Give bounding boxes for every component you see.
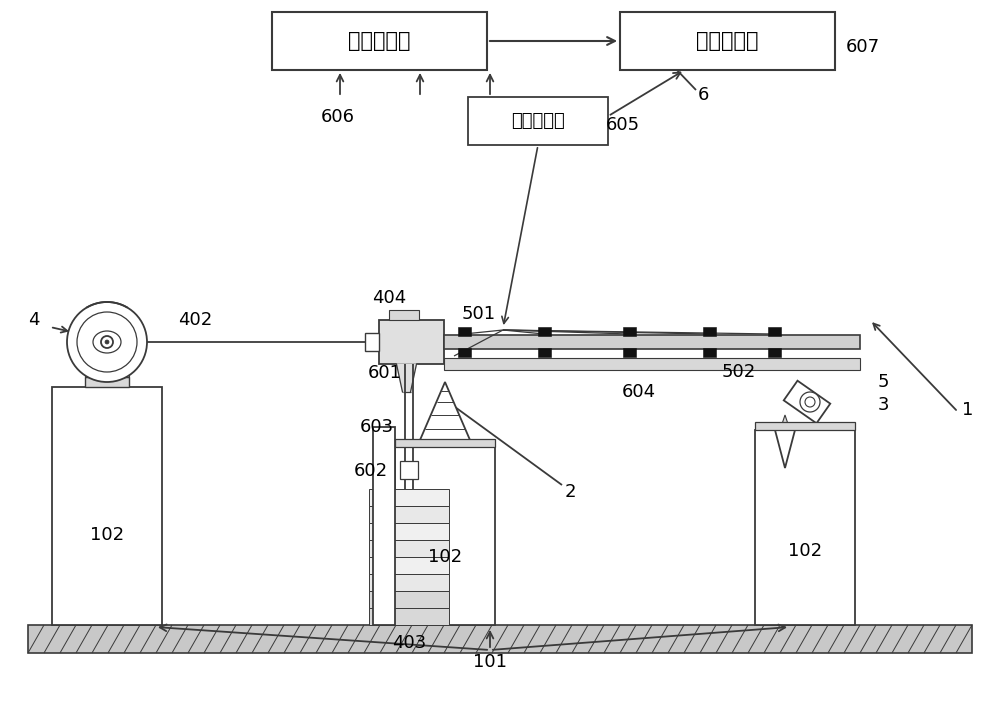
Text: 2: 2	[564, 483, 576, 501]
Bar	[768, 348, 781, 357]
Text: 102: 102	[428, 548, 462, 567]
Bar	[369, 489, 449, 506]
Bar	[755, 422, 855, 430]
Bar	[395, 439, 495, 447]
Bar	[538, 348, 551, 357]
Bar	[703, 327, 716, 336]
Bar	[755, 430, 855, 625]
Bar	[620, 12, 835, 70]
Text: 4: 4	[28, 311, 40, 329]
Bar	[379, 320, 444, 364]
Text: 602: 602	[354, 462, 388, 480]
Text: 数据采集仪: 数据采集仪	[348, 31, 411, 51]
Circle shape	[800, 392, 820, 412]
Text: 102: 102	[90, 525, 124, 544]
Text: 动态应变仪: 动态应变仪	[511, 112, 565, 130]
Text: 501: 501	[462, 305, 496, 323]
Text: 5: 5	[877, 373, 889, 391]
Text: 601: 601	[368, 364, 402, 382]
Text: 605: 605	[606, 116, 640, 134]
Text: 502: 502	[722, 363, 756, 381]
Bar	[369, 506, 449, 523]
Bar	[373, 427, 395, 625]
Bar	[400, 461, 418, 479]
Polygon shape	[775, 430, 795, 468]
Text: 402: 402	[178, 311, 212, 329]
Bar	[458, 327, 471, 336]
Circle shape	[805, 397, 815, 407]
Circle shape	[101, 336, 113, 348]
Polygon shape	[396, 364, 416, 392]
Bar	[85, 371, 129, 377]
Bar	[369, 591, 449, 608]
Bar	[369, 540, 449, 557]
Circle shape	[67, 302, 147, 382]
Bar	[703, 348, 716, 357]
Bar	[272, 12, 487, 70]
Text: 604: 604	[622, 383, 656, 401]
Bar	[52, 387, 162, 625]
Bar	[444, 358, 860, 370]
Bar	[444, 335, 860, 349]
Circle shape	[105, 340, 109, 344]
Ellipse shape	[93, 331, 121, 353]
Bar	[395, 447, 495, 625]
Text: 101: 101	[473, 653, 507, 671]
Text: 1: 1	[962, 401, 974, 419]
Bar	[623, 348, 636, 357]
Bar	[768, 327, 781, 336]
Bar	[28, 625, 972, 653]
Bar	[369, 608, 449, 625]
Bar	[369, 557, 449, 574]
Bar	[85, 377, 129, 387]
Text: 404: 404	[372, 289, 406, 307]
Text: 102: 102	[788, 542, 822, 560]
Polygon shape	[780, 415, 790, 430]
Text: 603: 603	[360, 418, 394, 436]
Bar	[369, 523, 449, 540]
Bar	[538, 327, 551, 336]
Text: 6: 6	[697, 86, 709, 104]
Bar	[458, 348, 471, 357]
Circle shape	[77, 312, 137, 372]
Bar	[623, 327, 636, 336]
Text: 3: 3	[877, 396, 889, 414]
Bar	[369, 574, 449, 591]
Text: 607: 607	[846, 38, 880, 56]
Text: 606: 606	[321, 108, 355, 126]
Bar	[365, 333, 379, 351]
Bar	[468, 97, 608, 145]
Text: 测试计算机: 测试计算机	[696, 31, 759, 51]
Polygon shape	[784, 381, 830, 423]
Bar	[389, 310, 419, 320]
Polygon shape	[417, 382, 473, 447]
Text: 403: 403	[392, 634, 426, 652]
